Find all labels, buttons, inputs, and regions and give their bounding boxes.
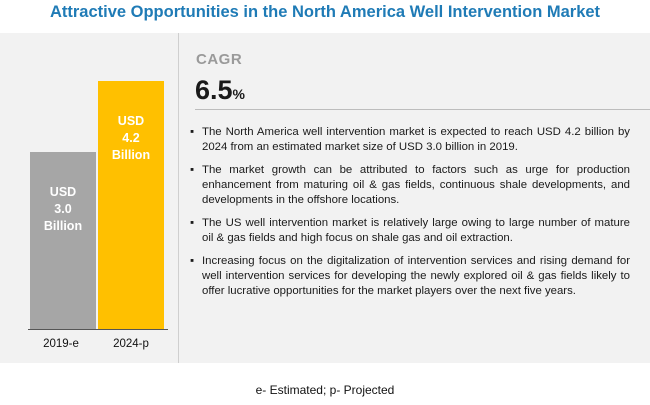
- x-tick-label-2024: 2024-p: [113, 338, 149, 350]
- key-point-text: The US well intervention market is relat…: [202, 217, 630, 244]
- bar-label-2019: USD 3.0 Billion: [30, 184, 96, 235]
- bar-label-2019-currency: USD: [49, 184, 77, 199]
- key-point-text: The market growth can be attributed to f…: [202, 164, 630, 206]
- footnote: e- Estimated; p- Projected: [255, 383, 395, 397]
- bar-label-2024: USD 4.2 Billion: [98, 113, 164, 164]
- x-tick-label-2019: 2019-e: [43, 338, 79, 350]
- bar-label-2019-unit: Billion: [43, 218, 83, 233]
- key-point: ▪ The market growth can be attributed to …: [190, 163, 630, 208]
- page-title: Attractive Opportunities in the North Am…: [49, 3, 601, 21]
- bar-2019: [30, 151, 96, 329]
- cagr-number: 6.5: [195, 75, 233, 105]
- bullet-icon: ▪: [190, 255, 195, 267]
- key-point: ▪ The US well intervention market is rela…: [190, 216, 630, 246]
- x-axis-line: [28, 329, 168, 330]
- bar-2024: [98, 80, 164, 329]
- bullet-icon: ▪: [190, 217, 195, 229]
- bullet-icon: ▪: [190, 126, 195, 138]
- cagr-unit: %: [232, 86, 245, 102]
- key-point: ▪ The North America well intervention mar…: [190, 125, 630, 155]
- bar-chart: USD 3.0 Billion USD 4.2 Billion 2019-e 2…: [0, 33, 178, 363]
- cagr-value: 6.5%: [195, 75, 245, 106]
- divider: [178, 33, 179, 363]
- cagr-label: CAGR: [196, 51, 243, 68]
- cagr-underline: [195, 109, 650, 110]
- key-point-text: The North America well intervention mark…: [202, 126, 630, 153]
- bar-label-2019-value: 3.0: [54, 201, 72, 216]
- key-point-text: Increasing focus on the digitalization o…: [202, 255, 630, 297]
- content-panel: USD 3.0 Billion USD 4.2 Billion 2019-e 2…: [0, 33, 650, 363]
- bullet-icon: ▪: [190, 164, 195, 176]
- bar-label-2024-unit: Billion: [111, 147, 151, 162]
- bar-label-2024-currency: USD: [117, 113, 145, 128]
- bar-label-2024-value: 4.2: [122, 130, 140, 145]
- key-points-list: ▪ The North America well intervention mar…: [190, 125, 630, 307]
- key-point: ▪ Increasing focus on the digitalization …: [190, 254, 630, 299]
